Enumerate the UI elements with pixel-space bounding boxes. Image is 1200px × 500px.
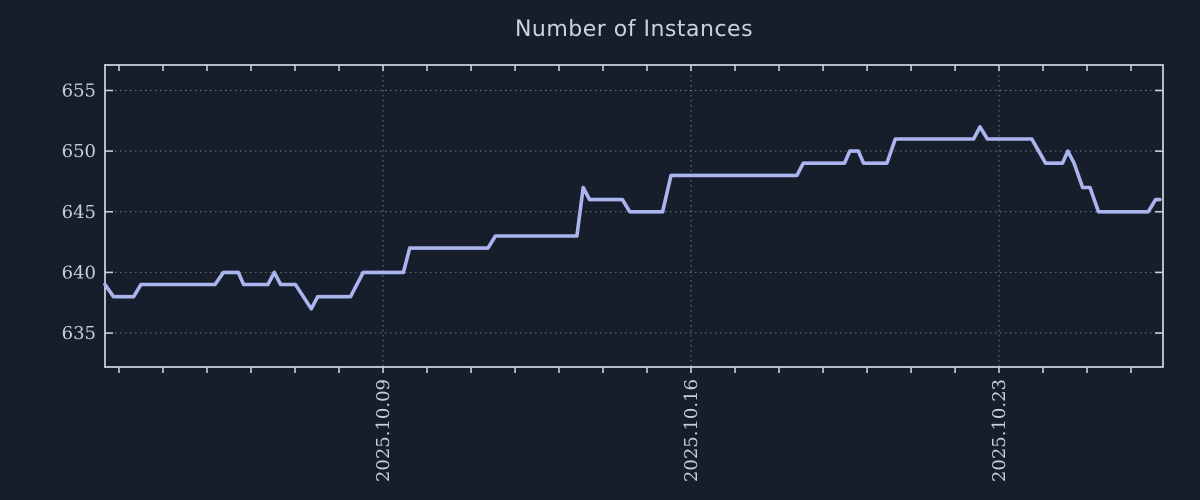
y-tick-label: 635 [62, 323, 96, 344]
chart-title: Number of Instances [514, 17, 754, 42]
x-tick-label: 2025.10.09 [373, 379, 394, 482]
plot-frame [104, 64, 1164, 368]
y-tick-label: 650 [62, 141, 96, 162]
y-tick-label: 645 [62, 202, 96, 223]
y-tick-label: 655 [62, 80, 96, 101]
y-tick-label: 640 [62, 262, 96, 283]
series-line [103, 125, 1162, 311]
x-tick-label: 2025.10.23 [989, 379, 1010, 482]
x-tick-label: 2025.10.16 [681, 379, 702, 482]
